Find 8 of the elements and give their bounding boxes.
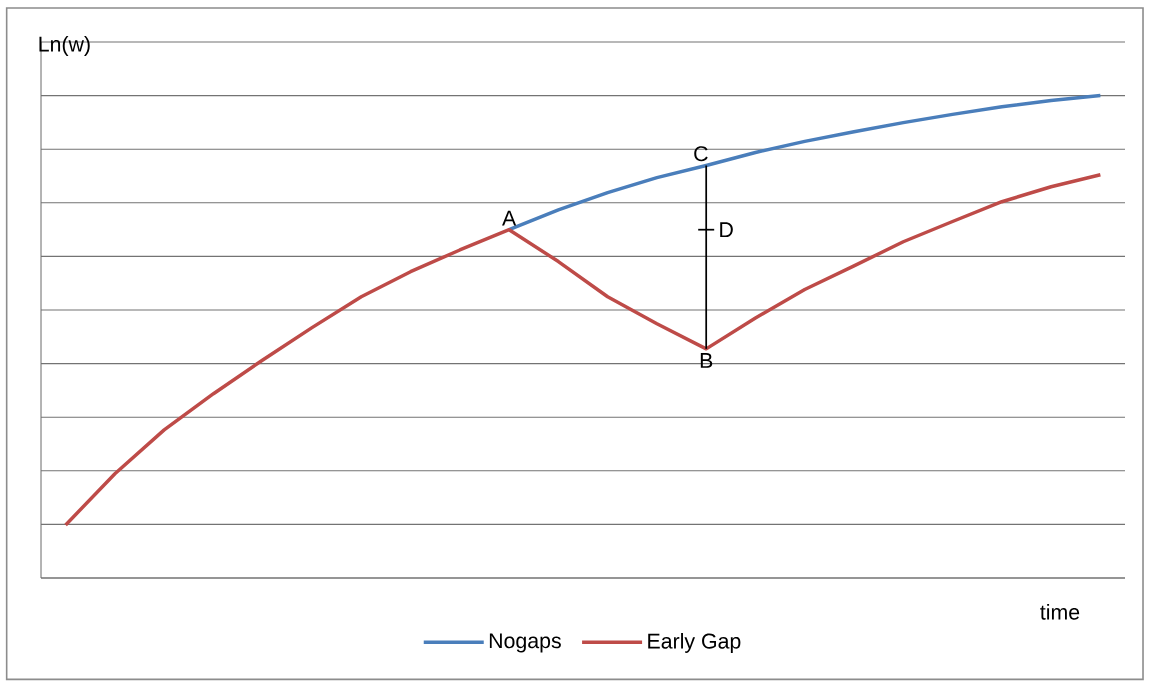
y-axis-title: Ln(w) xyxy=(39,36,90,56)
legend-label: Early Gap xyxy=(648,632,741,653)
x-axis-title: time xyxy=(1040,604,1080,620)
annotation: C xyxy=(694,146,708,162)
legend-label: Nogaps xyxy=(489,633,561,653)
annotation: B xyxy=(700,353,713,368)
annotation: A xyxy=(502,210,517,226)
annotation: D xyxy=(720,222,733,238)
